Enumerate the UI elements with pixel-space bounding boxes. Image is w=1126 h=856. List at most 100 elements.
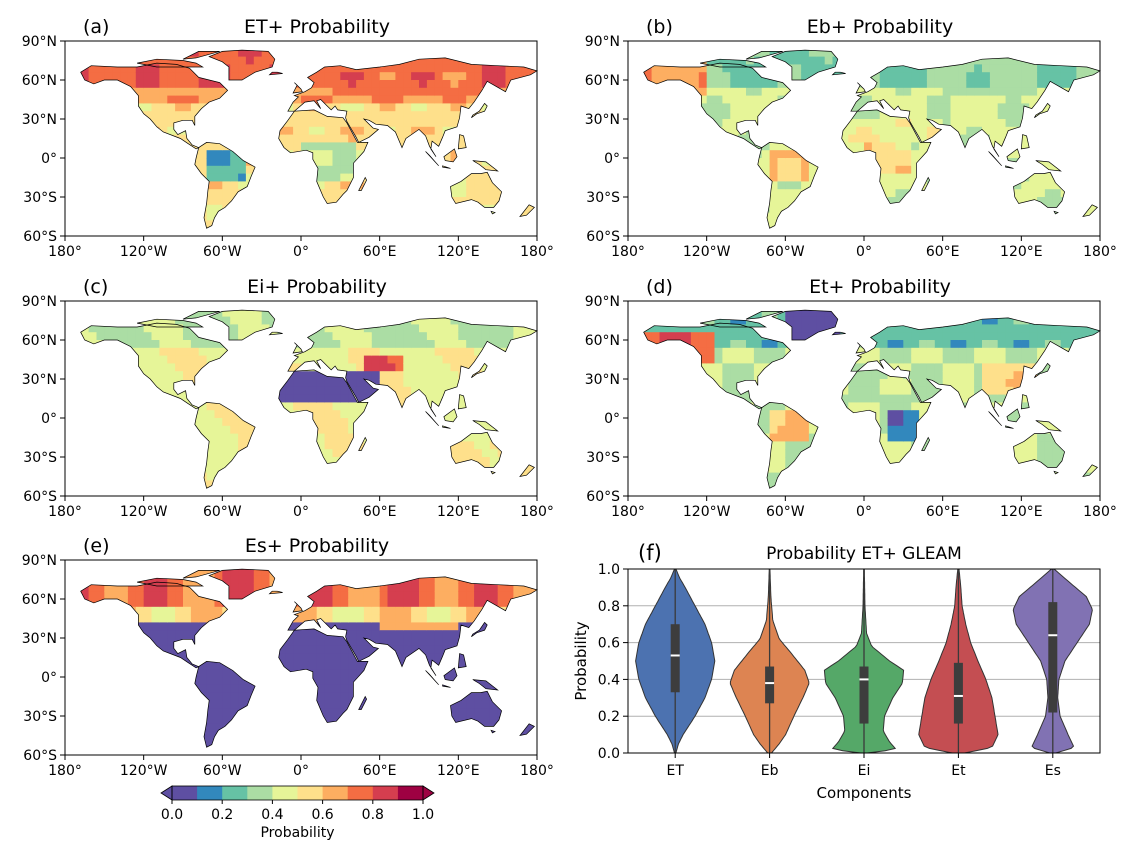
lon-tick-label: 180°	[520, 504, 554, 520]
lat-tick-label: 0°	[604, 411, 620, 427]
violin-iqr-box	[765, 666, 775, 704]
lat-tick-label: 30°S	[23, 709, 57, 725]
colorbar-segment	[172, 786, 198, 800]
lon-tick-label: 60°E	[926, 504, 960, 520]
lon-tick-label: 120°W	[683, 504, 731, 520]
colorbar-segment	[222, 786, 248, 800]
lon-tick-label: 120°E	[1000, 244, 1043, 260]
lon-tick-label: 0°	[293, 244, 309, 260]
panel-title: ET+ Probability	[244, 16, 390, 38]
violin-iqr-box	[859, 666, 869, 724]
x-tick-label: Eb	[761, 763, 779, 779]
lon-tick-label: 120°E	[1000, 504, 1043, 520]
lon-tick-label: 0°	[856, 244, 872, 260]
lon-tick-label: 60°E	[363, 244, 397, 260]
panel-letter: (f)	[638, 541, 662, 565]
x-tick-label: Ei	[858, 763, 871, 779]
lon-tick-label: 180°	[1083, 504, 1117, 520]
colorbar-segment	[197, 786, 223, 800]
lon-tick-label: 60°E	[926, 244, 960, 260]
colorbar-tick-label: 0.6	[311, 807, 333, 823]
lon-tick-label: 0°	[293, 504, 309, 520]
lon-tick-label: 180°	[611, 244, 645, 260]
y-tick-label: 0.6	[598, 636, 620, 652]
panel-letter: (e)	[83, 535, 110, 557]
lon-tick-label: 60°E	[363, 763, 397, 779]
y-tick-label: 0.2	[598, 709, 620, 725]
lat-tick-label: 30°N	[22, 372, 57, 388]
lat-tick-label: 90°N	[585, 294, 620, 310]
panel-letter: (c)	[83, 276, 108, 298]
map-panel-0: (a) ET+ Probability 90°N 60°N 30°N 0° 30°S 60°S…	[22, 16, 554, 260]
lon-tick-label: 120°W	[120, 504, 168, 520]
colorbar: 0.0 0.2 0.4 0.6 0.8 1.0 Probability	[160, 785, 435, 841]
lat-tick-label: 60°S	[586, 489, 620, 505]
x-axis-label: Components	[817, 784, 912, 802]
lat-tick-label: 30°S	[23, 190, 57, 206]
lon-tick-label: 180°	[48, 763, 82, 779]
lon-tick-label: 180°	[611, 504, 645, 520]
panel-title: Et+ Probability	[809, 276, 951, 298]
lat-tick-label: 60°S	[23, 748, 57, 764]
lon-tick-label: 60°W	[203, 504, 242, 520]
panel-title: Ei+ Probability	[247, 276, 387, 298]
colorbar-extend-low	[160, 785, 173, 801]
colorbar-tick-label: 0.8	[362, 807, 384, 823]
lon-tick-label: 0°	[856, 504, 872, 520]
panel-letter: (b)	[646, 16, 673, 38]
lat-tick-label: 30°S	[586, 190, 620, 206]
colorbar-segment	[297, 786, 324, 800]
lon-tick-label: 120°W	[683, 244, 731, 260]
colorbar-segment	[272, 786, 298, 800]
violin-iqr-box	[953, 662, 963, 724]
lat-tick-label: 30°S	[586, 450, 620, 466]
y-axis-label: Probability	[572, 621, 590, 700]
lat-tick-label: 60°S	[23, 489, 57, 505]
violin-iqr-box	[670, 624, 680, 693]
map-panel-4: (e) Es+ Probability 90°N 60°N 30°N 0° 30°S 60°S…	[22, 535, 554, 779]
colorbar-segment	[372, 786, 399, 800]
lon-tick-label: 60°W	[203, 763, 242, 779]
lon-tick-label: 120°W	[120, 763, 168, 779]
lat-tick-label: 60°N	[22, 73, 57, 89]
lon-tick-label: 180°	[1083, 244, 1117, 260]
colorbar-label: Probability	[260, 825, 334, 841]
lat-tick-label: 60°N	[22, 333, 57, 349]
panel-title: Eb+ Probability	[807, 16, 953, 38]
lat-tick-label: 60°N	[585, 73, 620, 89]
lat-tick-label: 30°S	[23, 450, 57, 466]
lat-tick-label: 0°	[604, 151, 620, 167]
lat-tick-label: 0°	[41, 151, 57, 167]
panel-title: Es+ Probability	[245, 535, 389, 557]
lat-tick-label: 0°	[41, 670, 57, 686]
lat-tick-label: 60°N	[585, 333, 620, 349]
lon-tick-label: 180°	[48, 244, 82, 260]
lon-tick-label: 120°W	[120, 244, 168, 260]
lon-tick-label: 60°W	[766, 504, 805, 520]
lon-tick-label: 60°W	[766, 244, 805, 260]
colorbar-segment	[247, 786, 273, 800]
y-tick-label: 0.0	[598, 746, 620, 762]
map-panel-1: (b) Eb+ Probability 90°N 60°N 30°N 0° 30°S 60°S…	[585, 16, 1117, 260]
lon-tick-label: 60°W	[203, 244, 242, 260]
chart-title: Probability ET+ GLEAM	[766, 544, 962, 564]
lat-tick-label: 90°N	[585, 34, 620, 50]
y-tick-label: 1.0	[598, 562, 620, 578]
lat-tick-label: 0°	[41, 411, 57, 427]
lon-tick-label: 180°	[520, 244, 554, 260]
lat-tick-label: 60°N	[22, 592, 57, 608]
lat-tick-label: 90°N	[22, 553, 57, 569]
lat-tick-label: 90°N	[22, 294, 57, 310]
lat-tick-label: 60°S	[23, 229, 57, 245]
lat-tick-label: 90°N	[22, 34, 57, 50]
lon-tick-label: 120°E	[437, 504, 480, 520]
colorbar-segment	[397, 786, 424, 800]
colorbar-segment	[347, 786, 374, 800]
colorbar-tick-label: 0.2	[211, 807, 233, 823]
panel-letter: (d)	[646, 276, 673, 298]
lon-tick-label: 180°	[520, 763, 554, 779]
violin-plot: 0.0 0.2 0.4 0.6 0.8 1.0 ET Eb Ei Et Es (f) Probabili…	[572, 541, 1101, 802]
map-panel-3: (d) Et+ Probability 90°N 60°N 30°N 0° 30°S 60°S…	[585, 276, 1117, 520]
violin-frame	[627, 568, 1101, 754]
